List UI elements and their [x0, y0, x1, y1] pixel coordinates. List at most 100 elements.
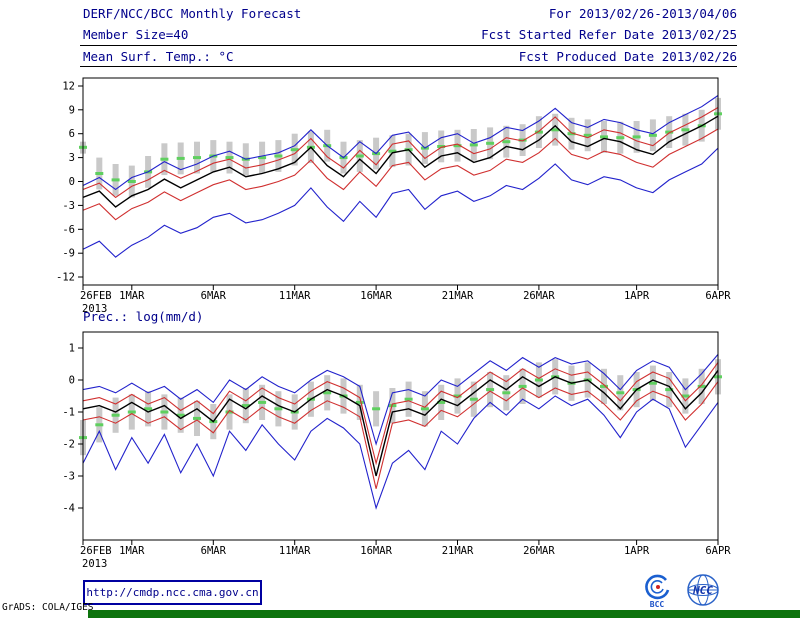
x-tick-label: 16MAR [360, 290, 392, 302]
x-tick-label: 16MAR [360, 545, 392, 557]
climatology-dash [502, 391, 511, 395]
climatology-dash [388, 149, 397, 153]
climatology-dash [486, 141, 495, 145]
climatology-dash [665, 388, 674, 392]
ensemble-mean-line [82, 115, 719, 208]
x-tick-label: 6MAR [201, 545, 227, 557]
x-tick-label: 21MAR [442, 290, 474, 302]
lower-quartile-line [82, 128, 719, 221]
climatology-dash [583, 133, 592, 137]
y-tick-label: 6 [69, 128, 75, 140]
climatology-dash [176, 156, 185, 160]
page-title: DERF/NCC/BCC Monthly Forecast [83, 6, 302, 21]
source-url: http://cmdp.ncc.cma.gov.cn [86, 586, 259, 599]
y-tick-label: -4 [62, 503, 75, 515]
climatology-dash [127, 410, 136, 414]
forecast-period: For 2013/02/26-2013/04/06 [548, 6, 737, 21]
y-tick-label: 3 [69, 152, 75, 164]
ensemble-min-line [82, 147, 719, 258]
climatology-dash [372, 407, 381, 411]
x-tick-label: 26MAR [523, 545, 555, 557]
upper-quartile-line [82, 362, 719, 466]
climatology-dash [600, 384, 608, 388]
x-tick-label: 1APR [624, 545, 650, 557]
y-tick-label: 0 [69, 176, 75, 188]
climatology-dash [355, 400, 364, 404]
climatology-dash [518, 138, 527, 142]
climatology-dash [176, 413, 185, 417]
climatology-dash [225, 410, 234, 414]
x-tick-sublabel: 2013 [82, 303, 107, 315]
climatology-dash [453, 394, 462, 398]
bottom-bar [88, 610, 800, 618]
climatology-dash [127, 180, 136, 183]
climatology-dash [567, 132, 576, 136]
climatology-dash [518, 384, 527, 388]
precipitation-chart: -4 -3 -2 -1 0 1 26FEB 1MAR 6MAR 11MAR 16MAR 21MAR 26… [62, 309, 731, 570]
x-tick-label: 1MAR [119, 545, 145, 557]
x-tick-label: 26MAR [523, 290, 555, 302]
climatology-dash [648, 381, 657, 385]
x-tick-label: 26FEB [80, 545, 112, 557]
x-tick-label: 11MAR [279, 545, 311, 557]
climatology-dash [404, 397, 413, 401]
temperature-chart: -12 -9 -6 -3 0 3 6 9 12 26FEB 1MAR 6MAR 11MAR 16MAR 21… [56, 77, 731, 315]
ensemble-max-line [82, 95, 719, 191]
climatology-dash [616, 136, 625, 140]
climatology-dash [160, 410, 169, 414]
climatology-dash [502, 140, 511, 144]
x-tick-label: 6APR [705, 545, 731, 557]
url-box: http://cmdp.ncc.cma.gov.cn [83, 580, 262, 605]
climatology-dash [274, 154, 283, 158]
climatology-dash [323, 391, 332, 395]
x-tick-label: 1APR [624, 290, 650, 302]
y-tick-label: -12 [56, 272, 75, 284]
bcc-label: BCC [650, 600, 665, 609]
header-divider-bottom [80, 66, 737, 67]
ensemble-mean-line [82, 369, 719, 477]
bcc-swirl-icon [645, 574, 670, 600]
climatology-dash [193, 416, 201, 420]
climatology-dash [144, 407, 153, 411]
climatology-dash [160, 157, 169, 161]
climatology-dash [437, 145, 446, 148]
climatology-dash [681, 394, 690, 398]
x-tick-label: 6APR [705, 290, 731, 302]
lower-quartile-line [82, 381, 719, 489]
y-tick-label: -2 [62, 439, 75, 451]
climatology-dash [258, 400, 267, 404]
climatology-dash [681, 128, 690, 132]
climatology-dash [258, 156, 267, 160]
x-tick-label: 11MAR [279, 290, 311, 302]
fcst-start-date: Fcst Started Refer Date 2013/02/25 [481, 27, 737, 42]
ncc-label: NCC [692, 584, 713, 597]
upper-quartile-line [82, 107, 719, 199]
chart-title: Prec.: log(mm/d) [83, 309, 203, 324]
climatology-dash [534, 130, 543, 134]
y-tick-label: 12 [62, 81, 75, 93]
x-tick-sublabel: 2013 [82, 558, 107, 570]
climatology-dash [697, 384, 706, 388]
climatology-dash [665, 130, 674, 134]
climatology-dash [193, 156, 201, 160]
climatology-dash [616, 391, 625, 395]
climatology-dash [241, 404, 250, 408]
chart-frame [82, 331, 719, 541]
y-tick-label: -3 [62, 471, 75, 483]
climatology-dash [225, 156, 234, 160]
climatology-dash [632, 135, 641, 139]
climatology-dash [551, 128, 560, 132]
y-tick-label: -6 [62, 224, 75, 236]
grads-credit: GrADS: COLA/IGES [2, 602, 94, 613]
ensemble-max-line [82, 354, 719, 446]
climatology-dash [534, 378, 543, 382]
climatology-dash [648, 133, 657, 137]
bcc-inner-swirl-icon [650, 580, 664, 594]
climatology-dash [111, 178, 120, 182]
climatology-dash [469, 143, 478, 147]
x-tick-label: 6MAR [201, 290, 227, 302]
x-tick-label: 21MAR [442, 545, 474, 557]
climatology-dash [453, 144, 462, 148]
y-tick-label: -3 [62, 200, 75, 212]
